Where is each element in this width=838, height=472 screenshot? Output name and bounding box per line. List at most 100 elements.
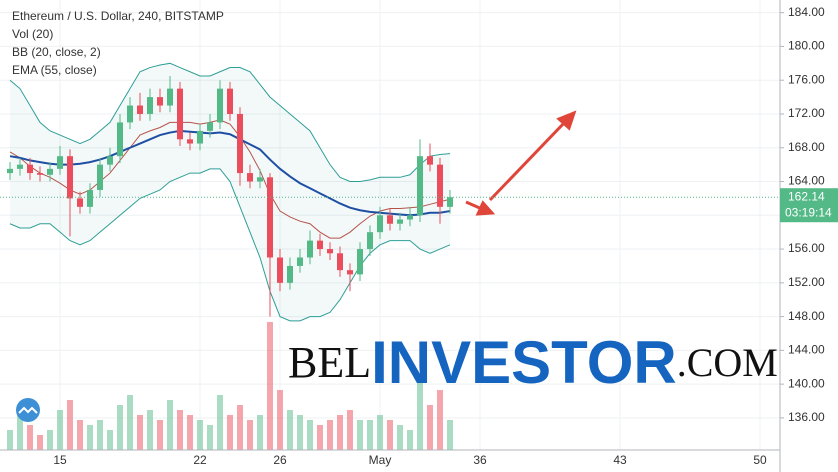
volume-bar xyxy=(117,405,123,450)
candle-body xyxy=(177,88,183,140)
candle-body xyxy=(267,177,273,258)
header: Ethereum / U.S. Dollar, 240, BITSTAMP Vo… xyxy=(12,9,224,77)
y-tick-label: 148.00 xyxy=(788,309,825,323)
volume-bar xyxy=(367,420,373,450)
volume-bar xyxy=(237,405,243,450)
annotation-arrows xyxy=(465,110,577,216)
watermark-prefix: BEL xyxy=(288,338,371,387)
volume-bar xyxy=(77,420,83,450)
watermark: BELINVESTOR.COM xyxy=(288,329,778,396)
volume-bar xyxy=(207,425,213,450)
volume-label: Vol (20) xyxy=(12,27,53,41)
candle-body xyxy=(387,215,393,224)
candle-body xyxy=(127,105,133,123)
x-tick-label: May xyxy=(369,453,392,467)
price-tag-countdown: 03:19:14 xyxy=(785,205,832,219)
candle-body xyxy=(187,139,193,144)
volume-bar xyxy=(377,415,383,450)
volume-bar xyxy=(197,420,203,450)
volume-bar xyxy=(267,322,273,450)
candle-body xyxy=(47,168,53,175)
volume-bar xyxy=(307,420,313,450)
candle-body xyxy=(437,164,443,207)
logo-circle xyxy=(16,398,40,422)
candle-body xyxy=(297,257,303,266)
candle-body xyxy=(57,156,63,169)
volume-bar xyxy=(327,420,333,450)
watermark-suffix: .COM xyxy=(677,340,778,385)
candle-body xyxy=(337,253,343,271)
price-tag-value: 162.14 xyxy=(788,189,825,203)
candle-body xyxy=(157,97,163,106)
candle-body xyxy=(37,173,43,175)
price-tag xyxy=(780,188,838,223)
volume-bar xyxy=(427,405,433,450)
candle-body xyxy=(447,197,453,207)
candle-body xyxy=(357,249,363,275)
volume-bar xyxy=(17,415,23,450)
y-tick-label: 152.00 xyxy=(788,275,825,289)
candle-body xyxy=(407,215,413,220)
volume-bar xyxy=(347,410,353,450)
logo-icon xyxy=(16,398,40,422)
volume-bar xyxy=(97,420,103,450)
volume-bar xyxy=(247,420,253,450)
candle-body xyxy=(427,156,433,165)
y-tick-label: 136.00 xyxy=(788,410,825,424)
volume-bar xyxy=(407,430,413,450)
y-tick-label: 184.00 xyxy=(788,5,825,19)
volume-bar xyxy=(67,400,73,450)
volume-bar xyxy=(217,395,223,450)
volume-bar xyxy=(127,395,133,450)
volume-pane xyxy=(7,322,453,450)
candle-body xyxy=(247,173,253,182)
volume-bar xyxy=(157,420,163,450)
volume-bar xyxy=(317,425,323,450)
volume-bar xyxy=(7,430,13,450)
chart-title: Ethereum / U.S. Dollar, 240, BITSTAMP xyxy=(12,9,224,23)
y-tick-label: 156.00 xyxy=(788,241,825,255)
candle-body xyxy=(327,249,333,254)
arrow-head xyxy=(556,110,577,131)
candle-body xyxy=(27,164,33,174)
volume-bar xyxy=(107,430,113,450)
candle-body xyxy=(87,189,93,207)
x-tick-label: 26 xyxy=(273,453,287,467)
ema-line xyxy=(9,129,451,217)
candle-body xyxy=(237,113,243,174)
volume-bar xyxy=(297,415,303,450)
legend-entry: BB (20, close, 2) xyxy=(12,45,101,59)
volume-bar xyxy=(147,410,153,450)
watermark-brand: INVESTOR xyxy=(371,329,677,396)
volume-bar xyxy=(167,400,173,450)
candle-body xyxy=(257,177,263,182)
volume-bar xyxy=(277,390,283,450)
candle-body xyxy=(7,168,13,174)
y-tick-label: 168.00 xyxy=(788,140,825,154)
volume-bar xyxy=(387,420,393,450)
candle-body xyxy=(77,198,83,207)
candle-body xyxy=(97,164,103,190)
volume-bar xyxy=(57,410,63,450)
candle-body xyxy=(147,97,153,114)
y-tick-label: 164.00 xyxy=(788,174,825,188)
candle-body xyxy=(347,270,353,275)
candle-body xyxy=(287,265,293,283)
volume-bar xyxy=(27,425,33,450)
candle-body xyxy=(367,232,373,250)
x-tick-label: 15 xyxy=(53,453,67,467)
legend-entry: EMA (55, close) xyxy=(12,63,97,77)
logo-wave xyxy=(18,406,38,414)
volume-bar xyxy=(357,420,363,450)
candle-body xyxy=(17,164,23,169)
volume-bar xyxy=(287,410,293,450)
volume-bar xyxy=(437,390,443,450)
volume-bar xyxy=(417,380,423,450)
volume-bar xyxy=(447,420,453,450)
axes: 136.00140.00144.00148.00152.00156.00160.… xyxy=(0,5,838,467)
candle-body xyxy=(217,88,223,123)
candle-body xyxy=(397,219,403,224)
volume-bar xyxy=(37,435,43,450)
arrow-head xyxy=(475,200,496,216)
